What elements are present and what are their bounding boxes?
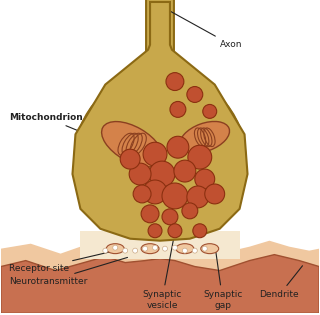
- Text: Mitochondrion: Mitochondrion: [9, 113, 116, 146]
- Circle shape: [174, 160, 196, 182]
- Circle shape: [163, 246, 167, 251]
- Circle shape: [205, 184, 225, 204]
- Circle shape: [195, 169, 215, 189]
- Circle shape: [103, 248, 108, 253]
- Circle shape: [182, 203, 198, 219]
- Text: Neurotransmitter: Neurotransmitter: [9, 257, 127, 286]
- Circle shape: [113, 245, 118, 250]
- Polygon shape: [1, 255, 319, 313]
- Circle shape: [162, 209, 178, 225]
- Circle shape: [193, 224, 207, 238]
- Circle shape: [143, 180, 167, 204]
- Circle shape: [202, 246, 207, 251]
- Text: Receptor site: Receptor site: [9, 251, 113, 273]
- Circle shape: [149, 161, 175, 187]
- Circle shape: [133, 185, 151, 203]
- Bar: [148, 40, 172, 80]
- Ellipse shape: [106, 244, 124, 254]
- Ellipse shape: [141, 244, 159, 254]
- Circle shape: [162, 183, 188, 209]
- Ellipse shape: [201, 244, 219, 254]
- Circle shape: [129, 163, 151, 185]
- Circle shape: [192, 248, 197, 253]
- Circle shape: [167, 136, 189, 158]
- Circle shape: [168, 224, 182, 238]
- Circle shape: [143, 142, 167, 166]
- Circle shape: [172, 245, 177, 250]
- Polygon shape: [72, 2, 248, 241]
- Circle shape: [203, 105, 217, 118]
- Circle shape: [141, 205, 159, 223]
- Polygon shape: [1, 239, 319, 313]
- Circle shape: [143, 246, 148, 251]
- Ellipse shape: [180, 122, 229, 153]
- Circle shape: [120, 149, 140, 169]
- Circle shape: [166, 73, 184, 90]
- Circle shape: [182, 248, 187, 253]
- Text: Dendrite: Dendrite: [260, 266, 302, 300]
- Circle shape: [188, 145, 212, 169]
- Ellipse shape: [101, 122, 163, 167]
- FancyBboxPatch shape: [146, 0, 174, 72]
- Circle shape: [153, 245, 157, 250]
- Ellipse shape: [75, 72, 245, 246]
- Circle shape: [187, 186, 209, 208]
- Polygon shape: [80, 231, 240, 259]
- Circle shape: [133, 248, 138, 253]
- Text: Axon: Axon: [170, 11, 242, 49]
- Circle shape: [170, 101, 186, 117]
- Circle shape: [187, 87, 203, 102]
- Ellipse shape: [176, 244, 194, 254]
- Text: Synaptic
gap: Synaptic gap: [203, 246, 242, 310]
- Text: Synaptic
vesicle: Synaptic vesicle: [142, 234, 182, 310]
- Circle shape: [123, 248, 128, 253]
- Circle shape: [148, 224, 162, 238]
